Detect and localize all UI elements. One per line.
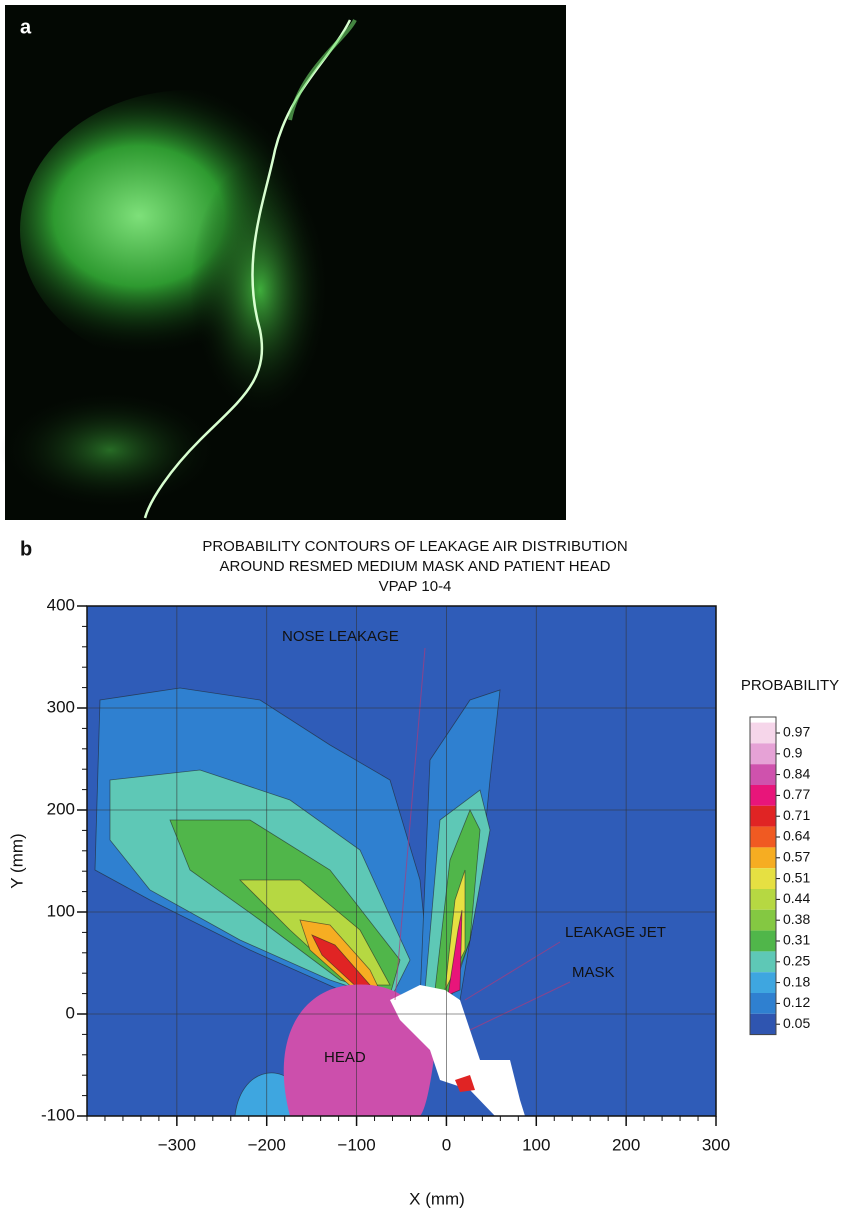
chart-title: PROBABILITY CONTOURS OF LEAKAGE AIR DIST… [202, 538, 627, 555]
colorbar-swatch [750, 764, 776, 785]
colorbar-swatch [750, 827, 776, 848]
plot-area [87, 606, 716, 1116]
y-axis-label: Y (mm) [7, 833, 26, 888]
x-tick-label: −100 [337, 1135, 375, 1154]
colorbar-label: 0.31 [783, 932, 810, 948]
colorbar-label: 0.05 [783, 1015, 810, 1031]
panel-label: b [20, 538, 32, 560]
annotation: HEAD [324, 1049, 366, 1066]
colorbar-swatch [750, 951, 776, 972]
colorbar-swatch [750, 868, 776, 889]
annotation: LEAKAGE JET [565, 924, 666, 941]
y-tick-label: 0 [66, 1003, 75, 1022]
colorbar-swatch [750, 910, 776, 931]
colorbar-swatch [750, 785, 776, 806]
colorbar-swatch [750, 993, 776, 1014]
colorbar-swatch [750, 847, 776, 868]
colorbar-label: 0.51 [783, 869, 810, 885]
colorbar-label: 0.77 [783, 786, 810, 802]
colorbar-swatch [750, 1014, 776, 1035]
colorbar-label: 0.44 [783, 890, 810, 906]
chart-title: VPAP 10-4 [379, 578, 452, 595]
colorbar-swatch [750, 743, 776, 764]
colorbar-label: 0.9 [783, 745, 803, 761]
y-tick-label: 400 [47, 595, 75, 614]
x-axis-label: X (mm) [409, 1189, 465, 1208]
x-tick-label: 100 [522, 1135, 550, 1154]
colorbar-label: 0.64 [783, 828, 810, 844]
colorbar-swatch [750, 931, 776, 952]
colorbar-swatch [750, 972, 776, 993]
y-tick-label: 300 [47, 697, 75, 716]
y-tick-label: 200 [47, 799, 75, 818]
annotation: NOSE LEAKAGE [282, 628, 399, 645]
x-tick-label: −200 [248, 1135, 286, 1154]
colorbar-swatch [750, 806, 776, 827]
colorbar-title: PROBABILITY [741, 677, 839, 694]
x-tick-label: −300 [158, 1135, 196, 1154]
colorbar-label: 0.18 [783, 973, 810, 989]
panel-label: a [20, 16, 32, 38]
colorbar-swatch [750, 723, 776, 744]
chart-title: AROUND RESMED MEDIUM MASK AND PATIENT HE… [220, 558, 611, 575]
figure: a b NOSE LEAKAGE LEAKAGE JET [0, 0, 851, 1222]
photo: a [0, 5, 566, 520]
colorbar-label: 0.25 [783, 953, 810, 969]
colorbar-label: 0.57 [783, 849, 810, 865]
annotation: MASK [572, 964, 615, 981]
y-tick-label: 100 [47, 901, 75, 920]
colorbar-label: 0.38 [783, 911, 810, 927]
x-tick-label: 0 [442, 1135, 451, 1154]
y-tick-label: -100 [41, 1105, 75, 1124]
colorbar-swatch [750, 889, 776, 910]
colorbar-label: 0.12 [783, 994, 810, 1010]
colorbar-label: 0.84 [783, 765, 810, 781]
x-tick-label: 300 [702, 1135, 730, 1154]
colorbar-label: 0.71 [783, 807, 810, 823]
x-tick-label: 200 [612, 1135, 640, 1154]
colorbar-label: 0.97 [783, 724, 810, 740]
